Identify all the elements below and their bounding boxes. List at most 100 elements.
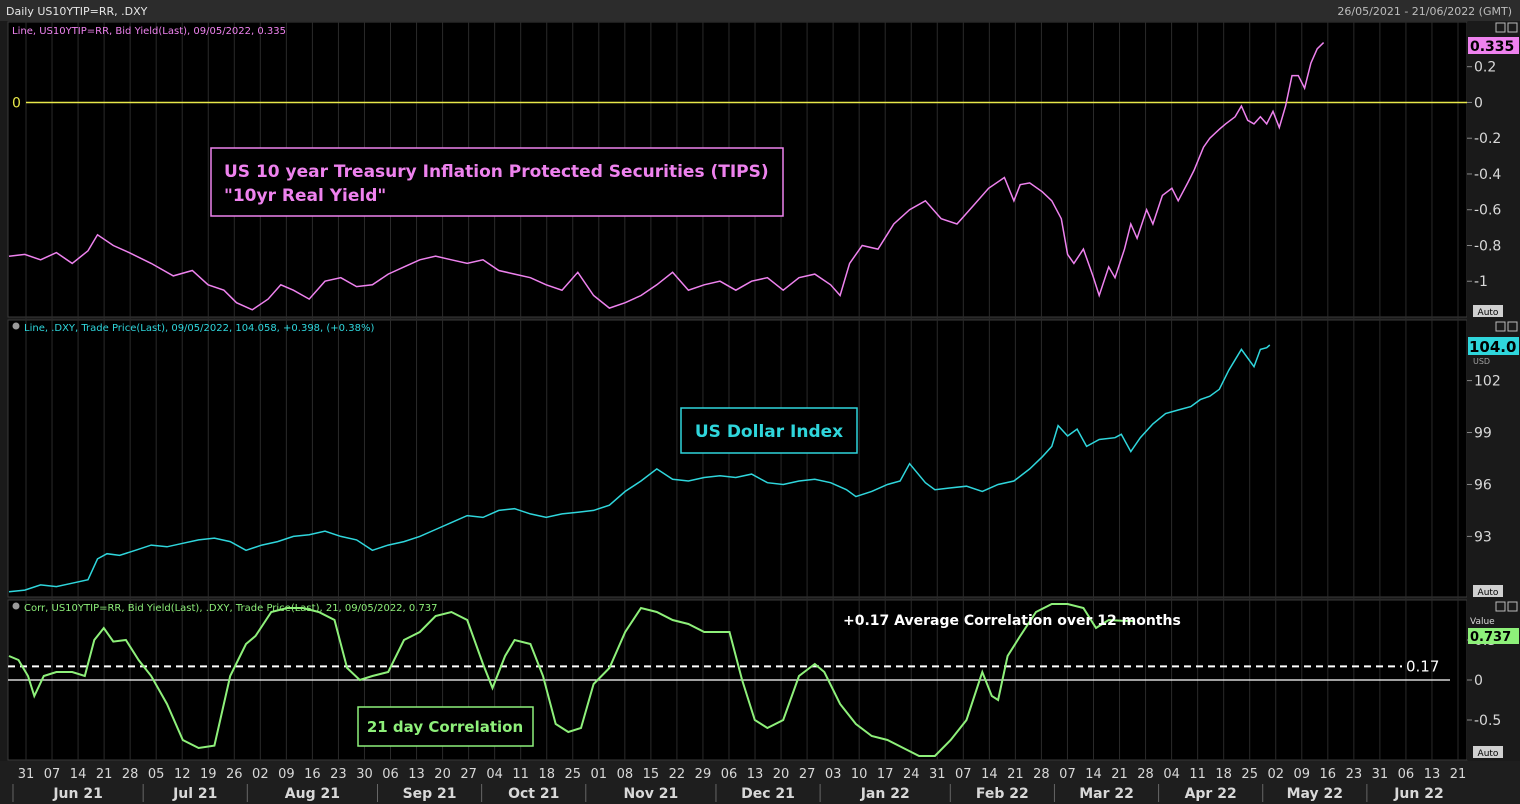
- dxy-y-tick-label: 102: [1474, 374, 1501, 390]
- x-day-label: 24: [903, 767, 920, 782]
- x-day-label: 14: [1085, 767, 1102, 782]
- dxy-legend-icon[interactable]: [12, 322, 20, 330]
- x-day-label: 07: [1059, 767, 1076, 782]
- x-day-label: 16: [304, 767, 321, 782]
- header-bar: [0, 0, 1520, 21]
- x-day-label: 27: [460, 767, 477, 782]
- dxy-close-icon[interactable]: [1507, 321, 1518, 332]
- x-month-label: Feb 22: [976, 786, 1029, 802]
- x-axis-day-labels: 31 07 14 21 28 05 12 19 26 02 09 16 23 30 06 13 20 27 04 11…: [18, 767, 1467, 782]
- x-day-label: 25: [1241, 767, 1258, 782]
- x-day-label: 23: [330, 767, 347, 782]
- corr-annotation: 21 day Correlation: [367, 718, 523, 736]
- corr-auto-label: Auto: [1478, 749, 1499, 759]
- x-day-label: 11: [512, 767, 529, 782]
- dxy-legend: Line, .DXY, Trade Price(Last), 09/05/202…: [24, 323, 374, 334]
- x-day-label: 31: [929, 767, 946, 782]
- x-month-label: May 22: [1287, 786, 1343, 802]
- dxy-panel-controls[interactable]: [1495, 321, 1518, 332]
- x-day-label: 31: [18, 767, 35, 782]
- x-day-label: 28: [1137, 767, 1154, 782]
- x-day-label: 28: [122, 767, 139, 782]
- x-day-label: 14: [981, 767, 998, 782]
- x-day-label: 18: [1215, 767, 1232, 782]
- dxy-auto-label: Auto: [1478, 588, 1499, 598]
- corr-value-header: Value: [1470, 617, 1495, 627]
- x-month-label: Apr 22: [1185, 786, 1237, 802]
- x-day-label: 29: [695, 767, 712, 782]
- corr-annotation-box: 21 day Correlation: [357, 706, 534, 747]
- dxy-y-axis: 102 99 96 93: [1467, 374, 1501, 545]
- x-day-label: 02: [1267, 767, 1284, 782]
- x-day-label: 31: [1372, 767, 1389, 782]
- corr-y-tick-label: 0: [1474, 673, 1483, 689]
- corr-top-annotation: +0.17 Average Correlation over 12 months: [843, 613, 1181, 629]
- tips-y-tick-label: 0.2: [1474, 60, 1496, 76]
- x-month-label: Aug 21: [285, 786, 340, 802]
- x-day-label: 22: [669, 767, 686, 782]
- dxy-annotation-box: US Dollar Index: [680, 407, 858, 454]
- dxy-series-line: [8, 344, 1271, 593]
- x-day-label: 15: [643, 767, 660, 782]
- dxy-restore-icon[interactable]: [1495, 321, 1506, 332]
- x-day-label: 17: [877, 767, 894, 782]
- dxy-annotation: US Dollar Index: [695, 422, 843, 442]
- tips-close-icon[interactable]: [1507, 22, 1518, 33]
- x-day-label: 11: [1189, 767, 1206, 782]
- corr-auto-button[interactable]: [1473, 746, 1503, 758]
- tips-y-tick-label: -0.6: [1474, 203, 1501, 219]
- tips-restore-icon[interactable]: [1495, 22, 1506, 33]
- tips-panel-controls[interactable]: [1495, 22, 1518, 33]
- chart-title: Daily US10YTIP=RR, .DXY: [6, 5, 148, 18]
- x-day-label: 27: [799, 767, 816, 782]
- tips-y-tick-label: -0.4: [1474, 167, 1501, 183]
- tips-auto-button[interactable]: [1473, 305, 1503, 317]
- corr-restore-icon[interactable]: [1495, 601, 1506, 612]
- x-day-label: 21: [1450, 767, 1467, 782]
- x-day-label: 07: [955, 767, 972, 782]
- x-day-label: 09: [278, 767, 295, 782]
- dxy-auto-button[interactable]: [1473, 585, 1503, 597]
- tips-auto-label: Auto: [1478, 308, 1499, 318]
- x-month-label: Mar 22: [1079, 786, 1134, 802]
- x-month-label: Dec 21: [741, 786, 795, 802]
- x-axis-month-labels: Jun 21 Jul 21 Aug 21 Sep 21 Oct 21 Nov 21 Dec …: [12, 784, 1444, 802]
- x-day-label: 13: [747, 767, 764, 782]
- x-axis-area: [0, 761, 1520, 804]
- x-day-label: 10: [851, 767, 868, 782]
- x-month-label: Jan 22: [860, 786, 910, 802]
- x-day-label: 21: [1111, 767, 1128, 782]
- corr-panel-controls[interactable]: [1495, 601, 1518, 612]
- x-day-label: 07: [44, 767, 61, 782]
- dxy-last-value: 104.0: [1469, 338, 1516, 356]
- x-month-label: Sep 21: [403, 786, 457, 802]
- x-day-label: 02: [252, 767, 269, 782]
- x-day-label: 30: [356, 767, 373, 782]
- x-day-label: 06: [1398, 767, 1415, 782]
- x-day-label: 01: [591, 767, 608, 782]
- tips-y-tick-label: -0.8: [1474, 238, 1501, 254]
- tips-legend: Line, US10YTIP=RR, Bid Yield(Last), 09/0…: [12, 26, 286, 37]
- tips-last-value-box: [1468, 37, 1519, 54]
- date-range: 26/05/2021 - 21/06/2022 (GMT): [1337, 5, 1512, 18]
- tips-annotation-line-2: "10yr Real Yield": [224, 186, 386, 206]
- dxy-unit: USD: [1473, 357, 1490, 366]
- x-day-label: 13: [408, 767, 425, 782]
- x-day-label: 18: [538, 767, 555, 782]
- tips-y-tick-label: -0.2: [1474, 131, 1501, 147]
- x-day-label: 04: [1163, 767, 1180, 782]
- corr-average-label: 0.17: [1406, 657, 1439, 675]
- corr-last-value-box: [1468, 628, 1519, 644]
- x-day-label: 23: [1346, 767, 1363, 782]
- corr-legend-icon[interactable]: [12, 602, 20, 610]
- x-day-label: 19: [200, 767, 217, 782]
- corr-series-line: [8, 603, 1135, 757]
- x-day-label: 16: [1320, 767, 1337, 782]
- x-day-label: 14: [70, 767, 87, 782]
- x-month-label: Jun 22: [1393, 786, 1444, 802]
- x-day-label: 25: [564, 767, 581, 782]
- x-day-label: 06: [382, 767, 399, 782]
- corr-close-icon[interactable]: [1507, 601, 1518, 612]
- dxy-panel: [7, 319, 1468, 598]
- corr-last-value: 0.737: [1470, 630, 1511, 645]
